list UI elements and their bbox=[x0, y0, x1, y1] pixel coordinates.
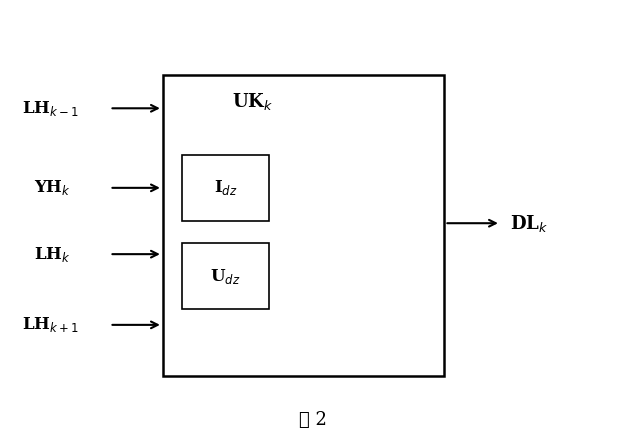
Text: UK$_k$: UK$_k$ bbox=[232, 91, 273, 112]
Text: U$_{dz}$: U$_{dz}$ bbox=[210, 267, 240, 286]
Bar bbox=[182, 243, 269, 309]
Text: 图 2: 图 2 bbox=[299, 411, 327, 429]
Text: YH$_k$: YH$_k$ bbox=[34, 179, 71, 197]
Text: LH$_{k-1}$: LH$_{k-1}$ bbox=[22, 99, 79, 118]
Bar bbox=[163, 75, 444, 376]
Text: LH$_{k+1}$: LH$_{k+1}$ bbox=[22, 316, 79, 334]
Text: I$_{dz}$: I$_{dz}$ bbox=[213, 179, 237, 197]
Bar bbox=[182, 155, 269, 221]
Text: LH$_k$: LH$_k$ bbox=[34, 245, 71, 263]
Text: DL$_k$: DL$_k$ bbox=[510, 213, 548, 234]
